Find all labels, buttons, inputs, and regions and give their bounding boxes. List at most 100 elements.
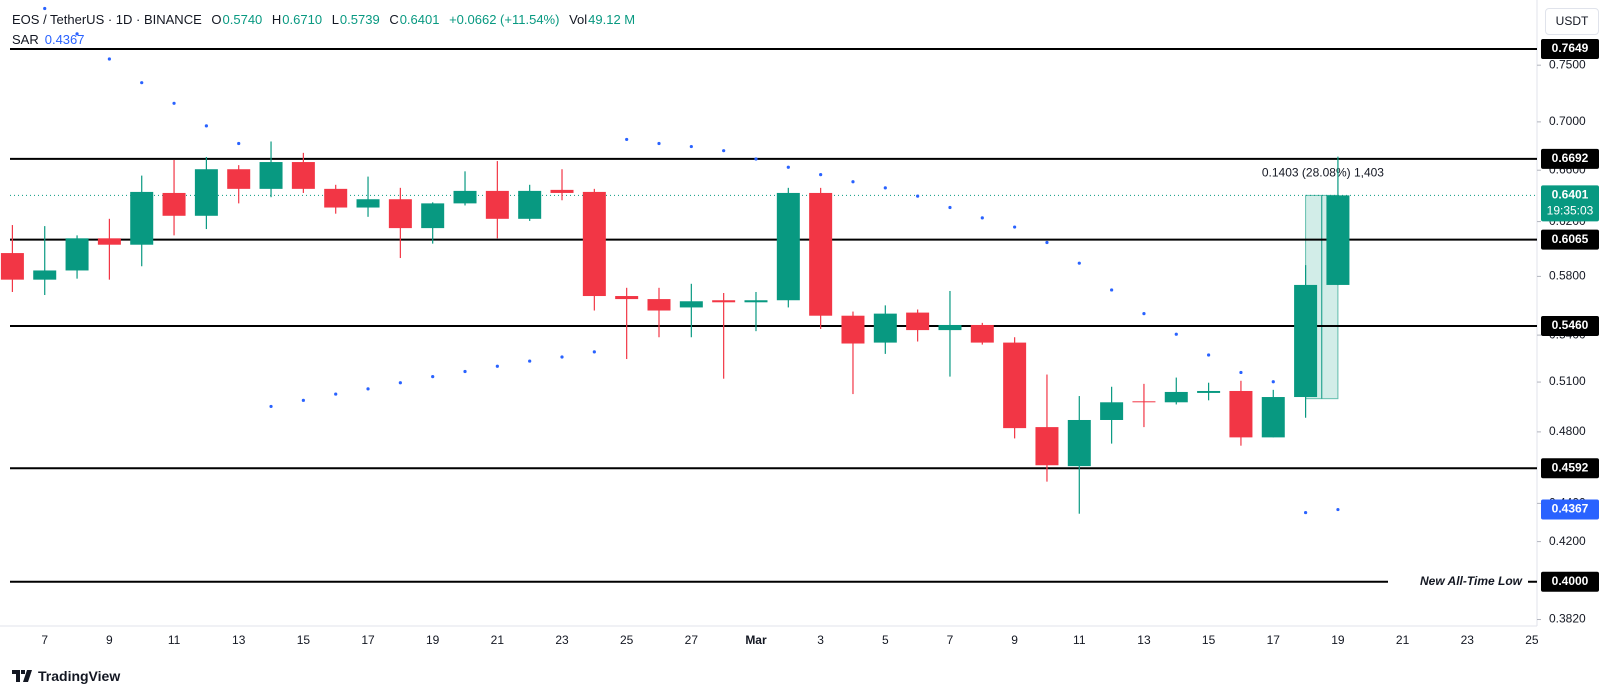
countdown: 19:35:03: [1547, 204, 1594, 218]
level-label-bg: [1541, 316, 1599, 337]
sar-dot: [1271, 380, 1275, 384]
candle-body: [324, 188, 348, 208]
sar-dot: [592, 350, 596, 354]
candle-body: [679, 301, 703, 308]
legend-value: 0.5740: [222, 12, 263, 27]
x-tick-label: 13: [232, 633, 246, 647]
sar-dot: [819, 172, 823, 177]
candle-body: [1035, 427, 1059, 466]
candle-body: [1261, 397, 1285, 438]
sar-dot: [1045, 240, 1049, 245]
sar-dot: [883, 186, 887, 190]
sar-dot: [560, 355, 564, 359]
sar-dot: [1207, 353, 1211, 357]
sar-dot: [1336, 507, 1340, 512]
candle-body: [906, 312, 930, 331]
candle-body: [194, 169, 218, 216]
candle-body: [259, 162, 283, 189]
y-tick-label: 0.5100: [1549, 374, 1586, 388]
sar-dot: [334, 392, 338, 396]
sar-dot: [657, 141, 661, 146]
x-tick-label: 3: [817, 633, 824, 647]
candle-body: [0, 253, 24, 280]
sar-dot: [75, 32, 79, 36]
y-tick-label: 0.7000: [1549, 114, 1586, 128]
candle-body: [582, 191, 606, 297]
candle-body: [712, 300, 736, 303]
candle-body: [550, 189, 574, 193]
candle-body: [1132, 401, 1156, 403]
x-tick-label: 13: [1137, 633, 1151, 647]
level-label: 0.5460: [1552, 318, 1589, 332]
x-tick-label: 21: [491, 633, 505, 647]
x-tick-label: 11: [168, 633, 181, 647]
level-label: 0.4000: [1552, 574, 1589, 588]
candle-body: [615, 296, 639, 300]
level-label-bg: [1541, 571, 1599, 592]
x-tick-label: 25: [620, 633, 634, 647]
sar-dot: [948, 205, 952, 210]
candle-body: [65, 238, 89, 271]
sar-price-label: 0.4367: [1552, 502, 1589, 516]
sar-dot: [916, 194, 920, 198]
candle-body: [1229, 390, 1253, 438]
candle-body: [647, 299, 671, 311]
candle-body: [485, 190, 509, 219]
x-tick-label: 19: [426, 633, 440, 647]
brand: TradingView: [12, 668, 120, 684]
y-tick-label: 0.3820: [1549, 612, 1586, 626]
candle-body: [1100, 402, 1124, 420]
volume-value: 49.12 M: [588, 12, 636, 27]
x-tick-label: Mar: [745, 633, 767, 647]
symbol[interactable]: EOS / TetherUS · 1D · BINANCE: [12, 12, 202, 27]
candle-body: [291, 162, 315, 189]
candle-body: [421, 203, 445, 229]
sar-dot: [172, 101, 176, 105]
candle-body: [873, 313, 897, 343]
candle-body: [744, 300, 768, 303]
sar-dot: [107, 57, 111, 61]
x-tick-label: 19: [1331, 633, 1345, 647]
sar-dot: [1110, 288, 1114, 292]
sar-dot: [1077, 261, 1081, 265]
candle-body: [97, 238, 121, 245]
x-tick-label: 5: [882, 633, 889, 647]
indicator-name[interactable]: SAR: [12, 32, 39, 47]
annotation-bg: [1388, 571, 1528, 592]
sar-dot: [625, 137, 629, 142]
sar-dot: [1013, 225, 1017, 229]
candle-body: [388, 199, 412, 229]
legend-key: L: [331, 12, 339, 27]
sar-dot: [301, 398, 305, 402]
x-tick-label: 7: [41, 633, 48, 647]
sar-dot: [269, 404, 273, 409]
legend-key: H: [271, 12, 282, 27]
x-tick-label: 17: [361, 633, 375, 647]
x-tick-label: 7: [947, 633, 954, 647]
sar-dot: [204, 124, 208, 128]
sar-dot: [495, 364, 499, 368]
legend-value: 0.5739: [339, 12, 380, 27]
last-price-label-bg: [1541, 185, 1599, 222]
x-tick-label: 23: [1461, 633, 1475, 647]
level-label: 0.6692: [1552, 151, 1589, 165]
candle-body: [776, 192, 800, 301]
currency-button[interactable]: USDT: [1545, 8, 1599, 35]
candle-body: [453, 190, 477, 204]
x-tick-label: 27: [685, 633, 699, 647]
x-tick-label: 9: [1011, 633, 1018, 647]
candle-body: [130, 191, 154, 245]
y-tick-label: 0.4800: [1549, 424, 1586, 438]
sar-dot: [980, 216, 984, 220]
sar-price-label-bg: [1541, 499, 1599, 520]
candle-body: [33, 270, 57, 280]
y-tick-label: 0.7500: [1549, 57, 1586, 71]
change: +0.0662 (+11.54%): [449, 12, 560, 27]
candle-body: [1326, 195, 1350, 285]
sar-dot: [237, 141, 241, 146]
sar-dot: [43, 6, 47, 11]
x-tick-label: 15: [1202, 633, 1216, 647]
candle-body: [809, 192, 833, 316]
brand-logo: [12, 670, 32, 682]
level-label-bg: [1541, 458, 1599, 479]
